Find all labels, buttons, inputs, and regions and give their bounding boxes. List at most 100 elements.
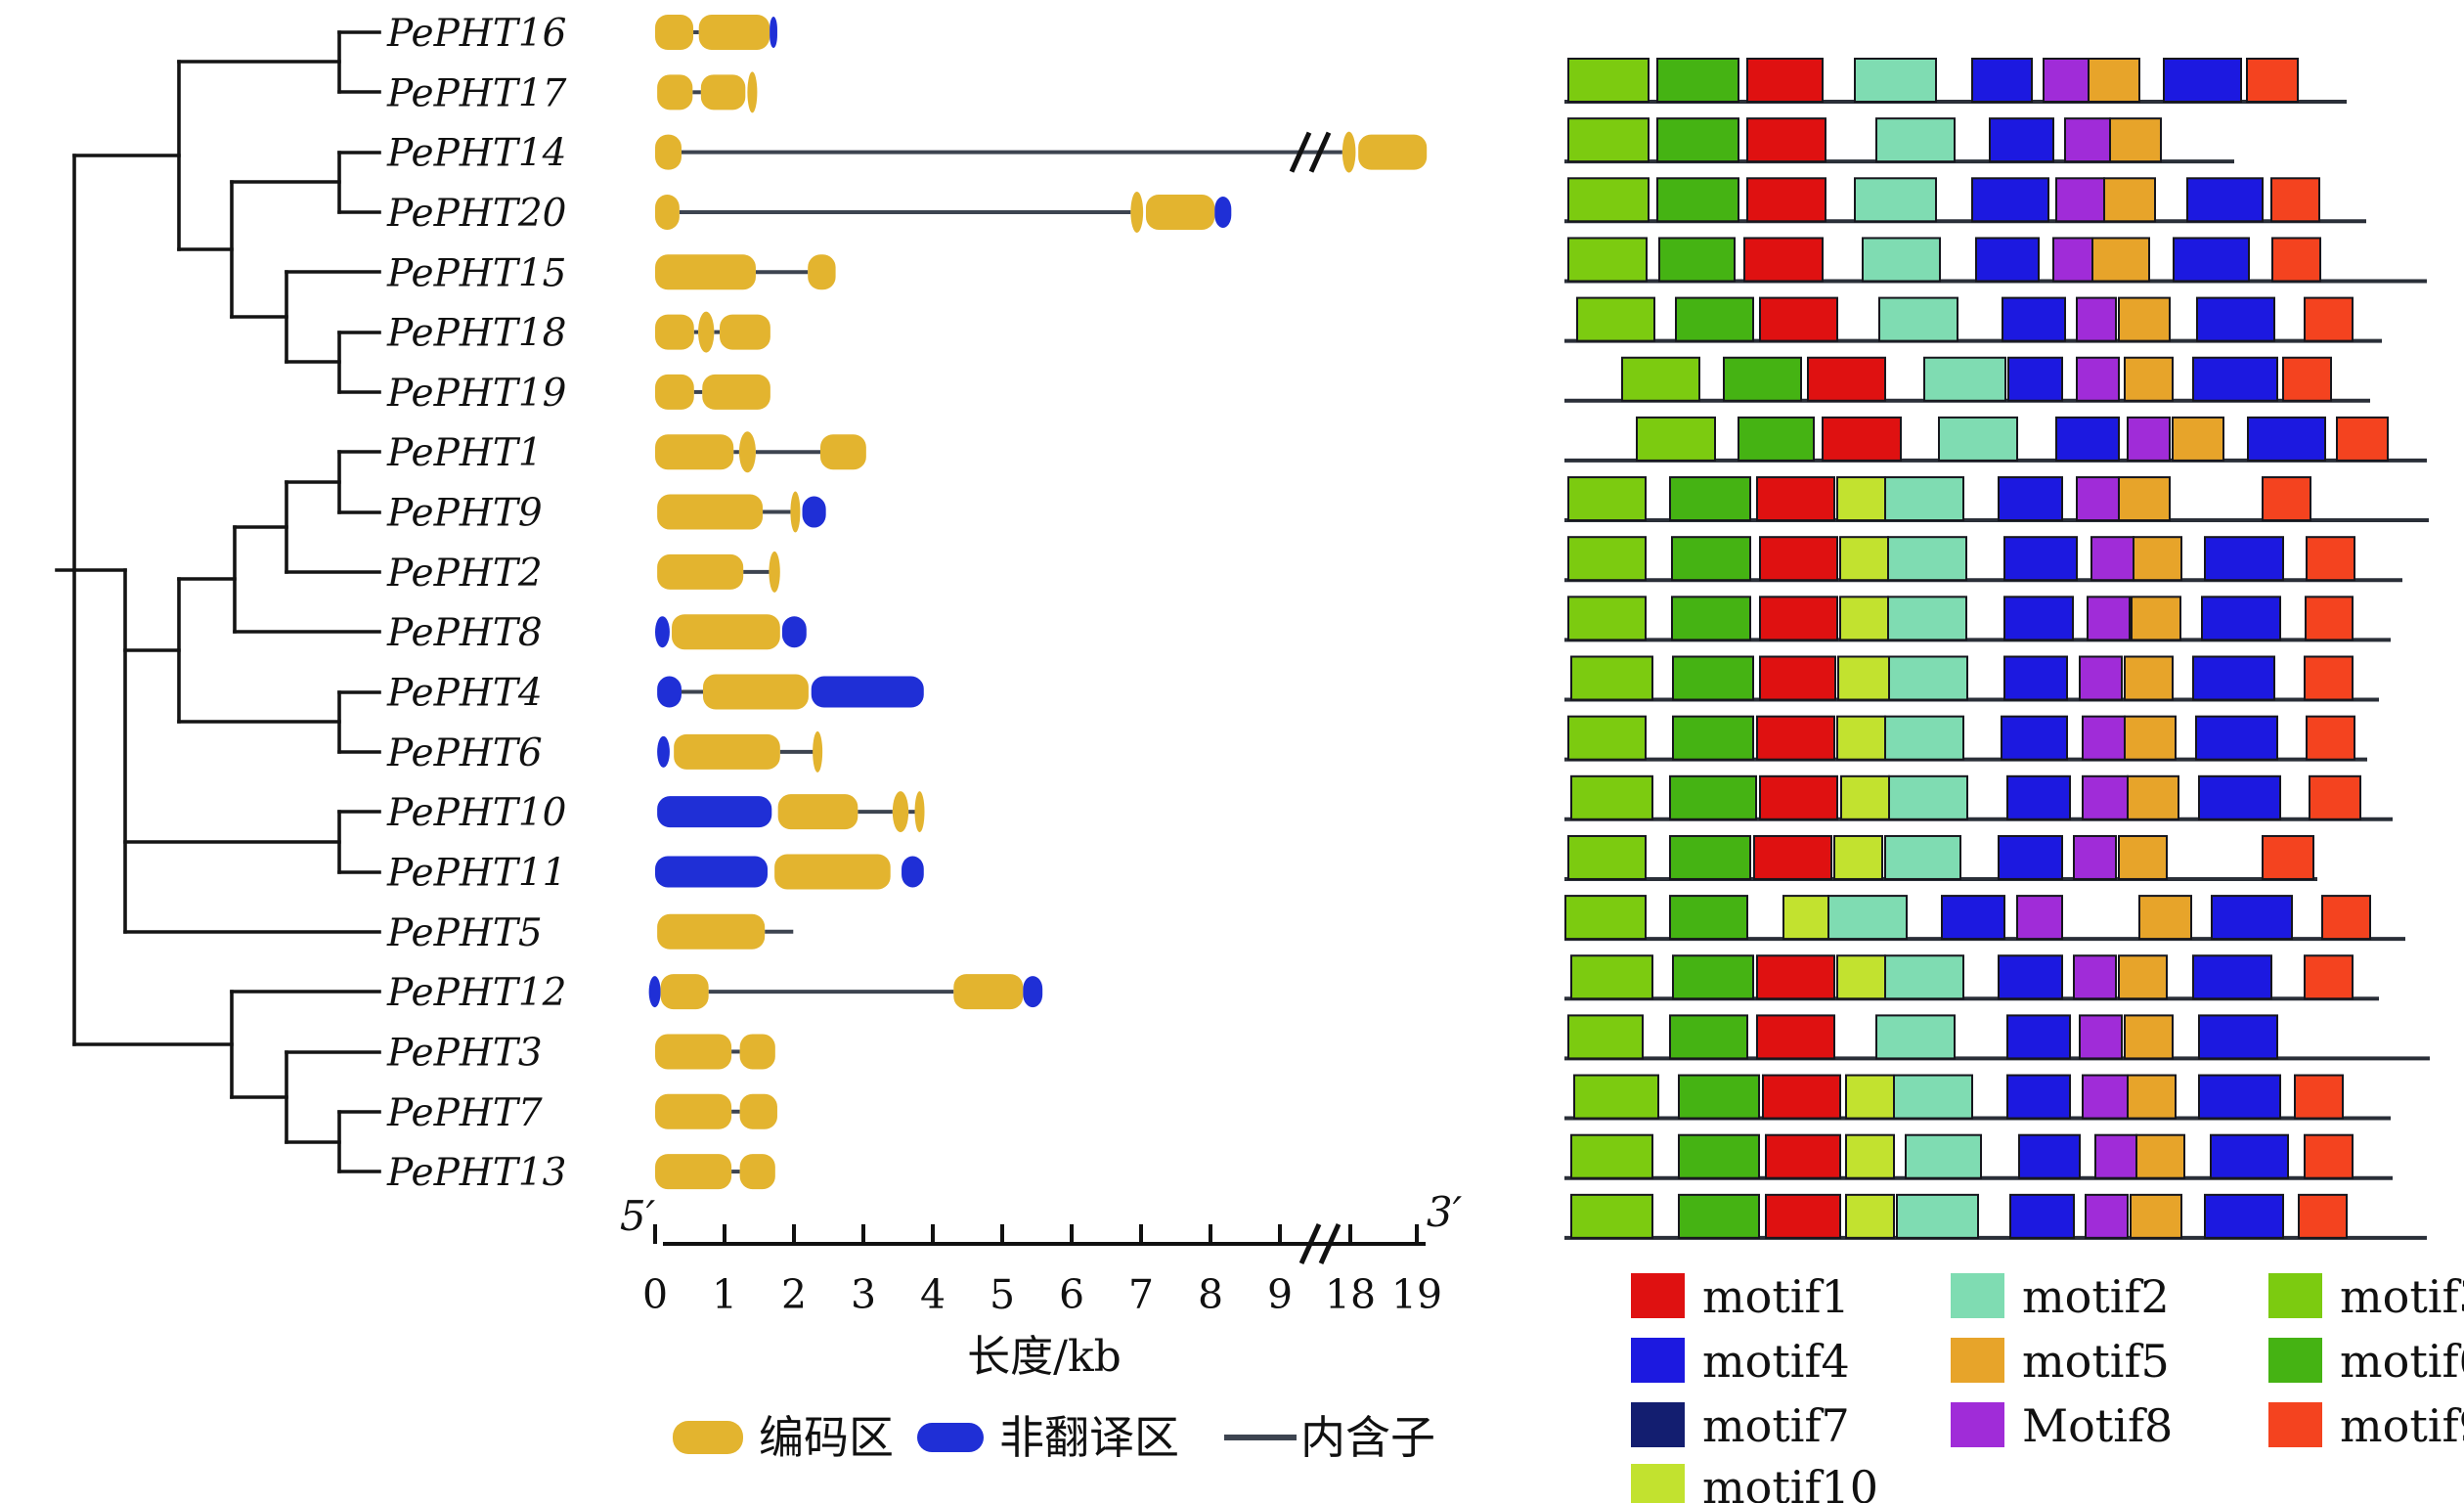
motif-box-m8 (2076, 296, 2117, 342)
gene-name-label: PePHT8 (386, 611, 543, 655)
motif-box-m1 (1756, 1014, 1835, 1060)
gene-structure-row (655, 854, 924, 890)
motif-box-m5 (2103, 177, 2156, 223)
motif-box-m2 (1878, 296, 1958, 342)
motif-box-m2 (1896, 1193, 1979, 1239)
axis-tick-label: 7 (1128, 1271, 1154, 1318)
exon-box (655, 254, 756, 290)
motif-box-m1 (1756, 954, 1835, 1000)
utr-lens (648, 976, 661, 1008)
legend-swatch-m3 (2268, 1273, 2322, 1318)
gene-structure-row (648, 974, 1043, 1010)
exon-lens (892, 791, 909, 833)
motif-box-m10 (1836, 715, 1886, 761)
motif-row (1564, 117, 2234, 164)
exon-box (660, 974, 709, 1010)
motif-box-m5 (2131, 596, 2181, 641)
motif-box-m4 (1989, 117, 2054, 163)
axis-break-slash (1298, 1222, 1322, 1265)
motif-box-m9 (2305, 596, 2354, 641)
axis-tick-label: 9 (1267, 1271, 1293, 1318)
motif-box-m8 (2082, 1074, 2129, 1120)
motif-box-m5 (2118, 476, 2171, 522)
motif-box-m4 (2173, 237, 2250, 283)
gene-name-label: PePHT14 (386, 132, 566, 176)
exon-lens (1130, 191, 1144, 233)
motif-box-m8 (2127, 416, 2171, 462)
motif-box-m3 (1567, 58, 1650, 103)
motif-row (1564, 715, 2367, 762)
exon-box (657, 74, 693, 111)
legend-swatch-m4 (1631, 1338, 1685, 1383)
exon-box (1145, 194, 1215, 230)
legend-label-m4: motif4 (1702, 1335, 1850, 1388)
motif-box-m9 (2306, 715, 2355, 761)
motif-box-m5 (2127, 1074, 2177, 1120)
motif-box-m8 (2052, 237, 2093, 283)
motif-box-m3 (1567, 536, 1647, 582)
motif-box-m9 (2270, 177, 2320, 223)
motif-box-m9 (2321, 895, 2371, 941)
exon-lens (1342, 131, 1356, 173)
exon-box (672, 614, 780, 650)
gene-name-label: PePHT12 (386, 971, 566, 1015)
motif-box-m1 (1765, 1133, 1841, 1179)
gene-structure-row (657, 791, 925, 833)
exon-box (655, 1034, 732, 1070)
exon-lens (914, 791, 925, 833)
motif-box-m4 (2210, 1133, 2289, 1179)
axis-tick-label: 3 (851, 1271, 876, 1318)
motif-box-m8 (2076, 476, 2120, 522)
motif-box-m10 (1840, 774, 1890, 820)
motif-box-m1 (1759, 536, 1838, 582)
motif-box-m3 (1570, 1193, 1653, 1239)
motif-box-m8 (2073, 954, 2117, 1000)
axis-tick-label: 2 (781, 1271, 807, 1318)
motif-box-m2 (1923, 356, 2006, 402)
motif-box-m9 (2262, 476, 2311, 522)
motif-row (1564, 834, 2317, 881)
motif-box-m2 (1827, 895, 1908, 941)
motif-box-m1 (1807, 356, 1886, 402)
exon-box (739, 1093, 777, 1129)
exon-box (698, 15, 770, 50)
motif-box-m8 (2079, 655, 2123, 701)
exon-box (655, 434, 734, 470)
utr-box (902, 856, 924, 888)
motif-box-m8 (2076, 356, 2120, 402)
motif-box-m10 (1782, 895, 1829, 941)
motif-box-m2 (1854, 177, 1937, 223)
motif-row (1564, 237, 2427, 284)
motif-box-m6 (1658, 237, 1736, 283)
motif-box-m1 (1756, 476, 1835, 522)
motif-box-m3 (1564, 895, 1647, 941)
motif-box-m9 (2304, 1133, 2354, 1179)
exon-box (1358, 134, 1428, 170)
exon-box (739, 1154, 775, 1190)
axis-title: 长度/kb (967, 1332, 1122, 1382)
motif-box-m5 (2124, 1014, 2174, 1060)
motif-box-m2 (1875, 1014, 1956, 1060)
motif-box-m9 (2298, 1193, 2348, 1239)
exon-box (655, 15, 694, 50)
legend-swatch-m1 (1631, 1273, 1685, 1318)
five-prime-label: 5′ (620, 1192, 656, 1240)
motif-box-m9 (2304, 655, 2354, 701)
motif-row (1564, 1014, 2430, 1061)
motif-box-m10 (1836, 476, 1886, 522)
gene-labels: PePHT16 PePHT17 PePHT14 PePHT20 PePHT15 PePHT… (386, 12, 567, 1195)
gene-structure-row (657, 551, 780, 593)
motif-box-m2 (1888, 774, 1968, 820)
motif-box-m2 (1893, 1074, 1973, 1120)
kb-axis: 0 1 2 3 4 5 6 7 8 9 18 19 5′ 3′ 长度/kb (620, 1188, 1463, 1382)
motif-row (1564, 536, 2402, 583)
motif-box-m4 (2198, 1074, 2281, 1120)
motif-box-m1 (1753, 834, 1832, 880)
gene-structure-row (655, 614, 807, 650)
motif-box-m6 (1656, 177, 1739, 223)
legend-swatch-m9 (2268, 1402, 2322, 1447)
gene-name-label: PePHT18 (386, 312, 566, 356)
motif-box-m2 (1938, 416, 2018, 462)
motif-box-m6 (1672, 715, 1754, 761)
gene-name-label: PePHT5 (386, 911, 543, 955)
